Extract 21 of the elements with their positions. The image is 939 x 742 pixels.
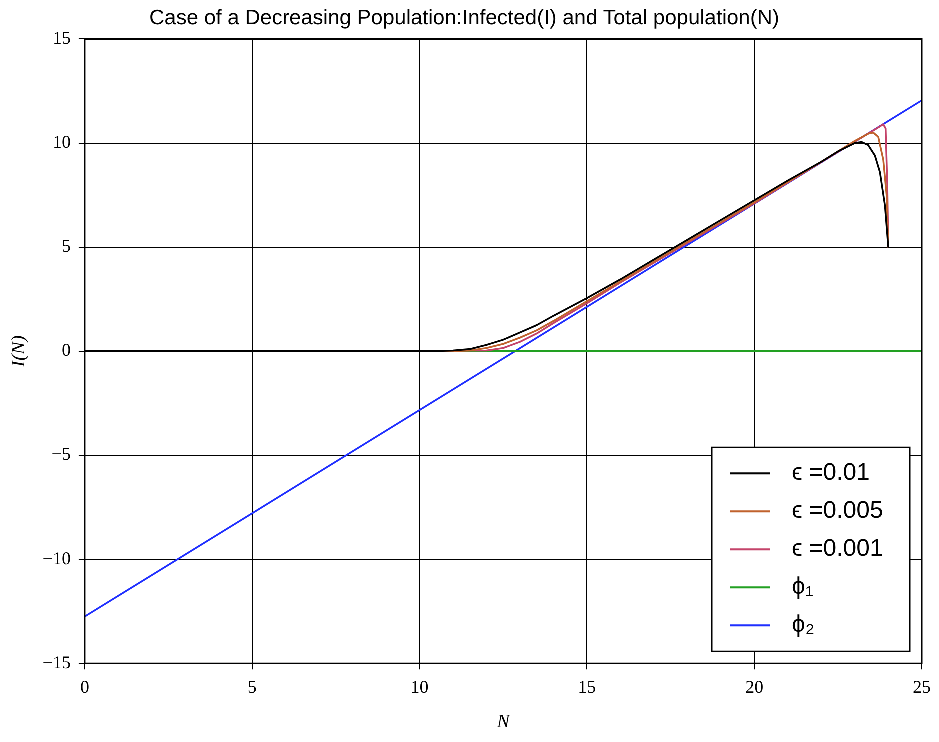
y-tick-label: −10 <box>42 548 71 568</box>
x-tick-label: 10 <box>410 677 429 698</box>
legend-label: ϵ =0.01 <box>792 459 870 486</box>
y-tick-label: −5 <box>52 444 71 464</box>
x-tick-label: 5 <box>248 677 257 698</box>
x-tick-label: 25 <box>913 677 931 698</box>
y-tick-label: 15 <box>52 28 71 48</box>
y-tick-label: 5 <box>62 236 71 256</box>
chart-title: Case of a Decreasing Population:Infected(I) and Total population(N) <box>150 6 780 30</box>
x-axis-title: N <box>496 712 512 733</box>
y-tick-label: −15 <box>42 652 71 672</box>
x-tick-label: 0 <box>80 677 90 698</box>
legend-label: ϵ =0.001 <box>792 535 884 562</box>
legend-label: ϵ =0.005 <box>792 497 884 524</box>
x-tick-label: 20 <box>746 677 764 698</box>
y-tick-label: 10 <box>52 132 71 152</box>
y-tick-label: 0 <box>62 340 71 360</box>
legend-label: ϕ₁ <box>792 573 814 600</box>
x-tick-label: 15 <box>578 677 596 698</box>
y-axis-title: I(N) <box>8 336 30 368</box>
legend-label: ϕ₂ <box>792 611 815 638</box>
